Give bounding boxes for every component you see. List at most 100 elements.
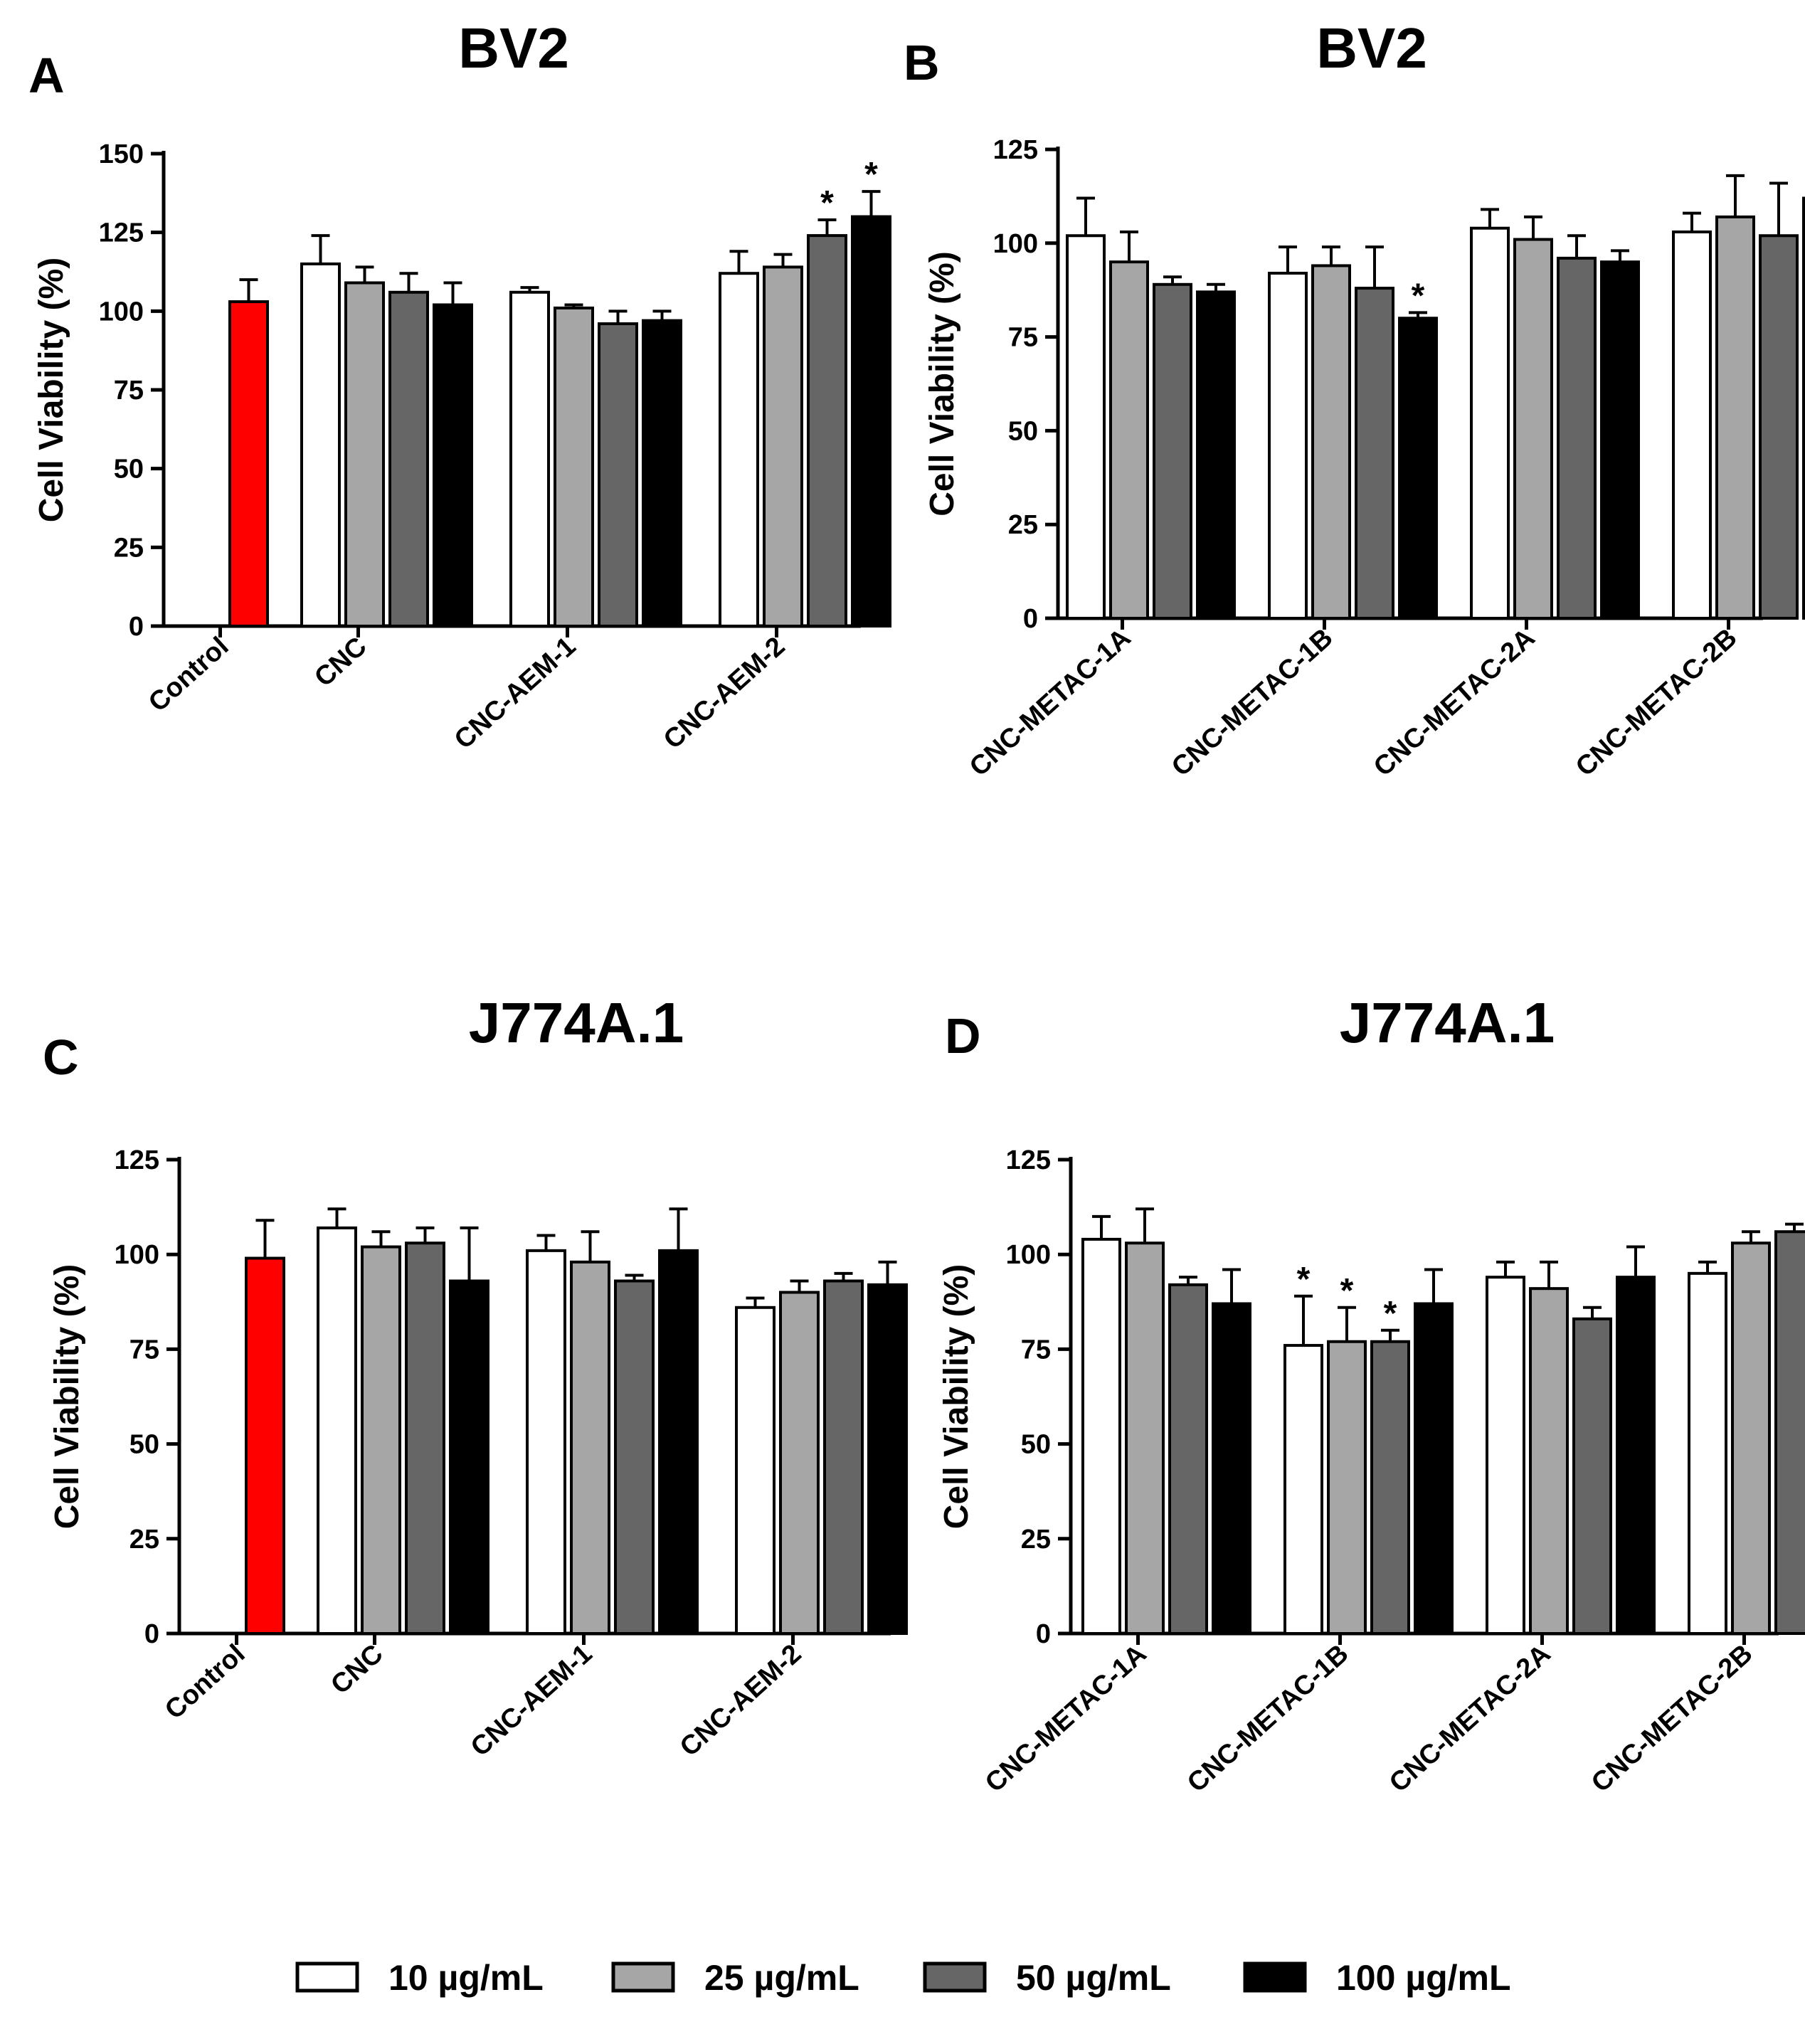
y-tick-label: 125 [1006,1145,1051,1175]
panel-letter: B [904,35,940,90]
y-axis-label: Cell Viability (%) [923,251,961,517]
chart-panel-b: B BV2 Cell Viability (%) 0 25 50 75 100 125 CNC-M… [904,16,1805,783]
bar-cnc [433,303,473,628]
y-tick-label: 100 [115,1240,159,1270]
panel-letter: C [43,1029,79,1085]
x-tick-label: CNC-METAC-2B [1586,1638,1759,1798]
bar-cnc-metac-2a [1557,256,1597,620]
bar-cnc-metac-1a [1081,1237,1121,1635]
bar-cnc-metac-2b [1688,1271,1727,1635]
x-tick-label: CNC-METAC-1A [980,1638,1153,1798]
y-tick-label: 75 [114,376,144,406]
bar-cnc-metac-2b [1672,230,1712,620]
legend: 10 µg/mL 25 µg/mL 50 µg/mL 100 µg/mL [295,1958,1511,1998]
x-tick-label: CNC-AEM-2 [674,1638,808,1762]
y-tick-label: 25 [1008,510,1038,540]
bar-cnc-metac-1a [1168,1283,1208,1635]
bar-cnc-aem-1 [554,306,594,628]
bar-cnc-metac-1a [1196,290,1236,620]
chart-panel-d: D J774A.1 Cell Viability (%) 0 25 50 75 100 125 C… [938,991,1805,1799]
y-tick-label: 125 [993,135,1038,165]
y-axis-label: Cell Viability (%) [48,1264,86,1530]
bar-cnc-aem-2 [851,215,891,628]
bar-cnc-metac-1b [1370,1340,1410,1636]
y-axis-label: Cell Viability (%) [33,258,70,523]
bar-cnc-metac-1a [1066,234,1106,620]
significance-star: * [1412,277,1425,314]
y-tick-label: 125 [115,1145,159,1175]
bar-cnc-aem-1 [614,1279,655,1635]
bar-cnc-aem-2 [735,1306,776,1635]
y-tick-label: 75 [129,1335,159,1365]
bar-cnc [317,1226,357,1636]
bar-cnc-aem-2 [779,1291,820,1635]
x-tick-label: CNC-AEM-1 [449,631,582,755]
bar-cnc-aem-1 [642,319,682,628]
bar-cnc-metac-2a [1529,1287,1569,1635]
y-tick-label: 0 [129,612,144,642]
y-tick-label: 100 [99,297,144,327]
bar-cnc-metac-1b [1398,317,1438,620]
y-tick-label: 0 [1036,1619,1051,1649]
legend-swatch [611,1961,675,1993]
bar-cnc [449,1279,489,1635]
bar-cnc-aem-1 [509,290,550,628]
x-tick-label: CNC [325,1638,388,1700]
significance-star: * [1340,1272,1354,1310]
legend-swatch [923,1961,987,1993]
y-tick-label: 25 [129,1525,159,1555]
x-tick-label: CNC-METAC-2A [1368,623,1541,782]
y-tick-label: 100 [1006,1240,1051,1270]
y-tick-label: 125 [99,218,144,248]
x-tick-label: CNC-METAC-1B [1166,623,1339,782]
bar-cnc-aem-1 [598,322,638,628]
y-tick-label: 0 [144,1619,159,1649]
chart-title: BV2 [1316,16,1427,80]
bar-cnc-metac-2b [1759,234,1799,620]
legend-label: 10 µg/mL [388,1958,544,1998]
bar-cnc [300,262,341,628]
y-axis-label: Cell Viability (%) [938,1264,975,1530]
legend-swatch [295,1961,359,1993]
bar-cnc-metac-1a [1153,282,1192,620]
bar-cnc-aem-1 [570,1260,610,1635]
legend-swatch [1243,1961,1307,1993]
significance-star: * [1297,1261,1311,1298]
bar-cnc-metac-2b [1802,196,1805,620]
chart-title: J774A.1 [1340,991,1555,1054]
bar-cnc-aem-2 [719,272,759,628]
chart-panel-a: A BV2 Cell Viability (%) 0 25 50 75 100 125 150 Co… [28,16,891,755]
bar-cnc-aem-2 [867,1283,908,1635]
bar-cnc-metac-2a [1600,260,1640,620]
chart-title: J774A.1 [469,991,684,1054]
y-tick-label: 75 [1021,1335,1051,1365]
y-tick-label: 50 [114,455,144,484]
bar-cnc-aem-1 [526,1249,566,1635]
x-tick-label: CNC-AEM-2 [658,631,791,755]
significance-star: * [1384,1295,1397,1333]
bar-cnc-aem-1 [658,1249,699,1635]
bar-cnc-metac-1b [1311,264,1351,620]
bar-cnc-aem-2 [763,265,803,628]
bar-cnc-metac-2a [1513,238,1553,620]
x-tick-label: CNC-METAC-2B [1570,623,1743,782]
legend-label: 50 µg/mL [1016,1958,1171,1998]
x-tick-label: Control [159,1638,250,1725]
bar-cnc-metac-1b [1283,1344,1323,1636]
bar-cnc-aem-2 [823,1279,864,1635]
bar-cnc-metac-1a [1212,1302,1251,1635]
y-tick-label: 50 [1008,416,1038,446]
bar-cnc-metac-2a [1470,226,1510,620]
bar-cnc-metac-2a [1486,1276,1525,1635]
x-tick-label: Control [143,631,234,718]
x-tick-label: CNC-AEM-1 [465,1638,598,1762]
y-tick-label: 50 [129,1430,159,1460]
x-tick-label: CNC [309,631,372,692]
y-tick-label: 0 [1023,604,1038,634]
bar-cnc-metac-1a [1109,260,1149,620]
bar-cnc [405,1241,445,1635]
bar-cnc-metac-1a [1125,1241,1165,1635]
significance-star: * [864,156,878,194]
bar-cnc-metac-1b [1355,287,1394,620]
